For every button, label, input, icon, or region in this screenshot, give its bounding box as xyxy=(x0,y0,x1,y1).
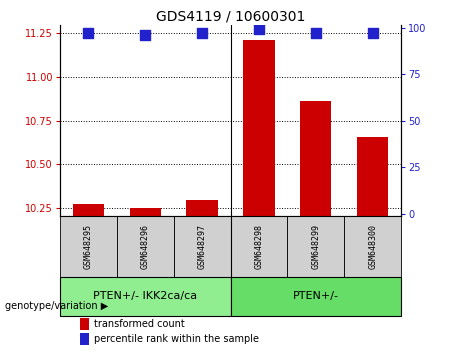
Bar xyxy=(230,216,287,277)
Bar xyxy=(344,216,401,277)
Bar xyxy=(130,207,161,216)
Point xyxy=(312,30,319,36)
Bar xyxy=(174,216,230,277)
Text: percentile rank within the sample: percentile rank within the sample xyxy=(94,334,259,344)
Text: PTEN+/- IKK2ca/ca: PTEN+/- IKK2ca/ca xyxy=(93,291,197,301)
Bar xyxy=(230,277,401,315)
Bar xyxy=(287,216,344,277)
Text: GSM648298: GSM648298 xyxy=(254,224,263,269)
Bar xyxy=(243,40,275,216)
Text: PTEN+/-: PTEN+/- xyxy=(293,291,339,301)
Bar xyxy=(186,200,218,216)
Bar xyxy=(300,101,331,216)
Text: GSM648299: GSM648299 xyxy=(311,224,320,269)
Text: GSM648296: GSM648296 xyxy=(141,224,150,269)
Point xyxy=(255,27,263,32)
Point xyxy=(85,30,92,36)
Text: genotype/variation ▶: genotype/variation ▶ xyxy=(5,301,108,311)
Bar xyxy=(357,137,388,216)
Point xyxy=(142,32,149,38)
Bar xyxy=(80,333,89,345)
Title: GDS4119 / 10600301: GDS4119 / 10600301 xyxy=(156,10,305,24)
Bar xyxy=(60,216,117,277)
Bar xyxy=(80,318,89,330)
Bar xyxy=(60,277,230,315)
Text: transformed count: transformed count xyxy=(94,319,185,329)
Text: GSM648295: GSM648295 xyxy=(84,224,93,269)
Point xyxy=(369,30,376,36)
Text: GSM648300: GSM648300 xyxy=(368,224,377,269)
Point xyxy=(198,30,206,36)
Bar xyxy=(73,204,104,216)
Bar xyxy=(117,216,174,277)
Text: GSM648297: GSM648297 xyxy=(198,224,207,269)
